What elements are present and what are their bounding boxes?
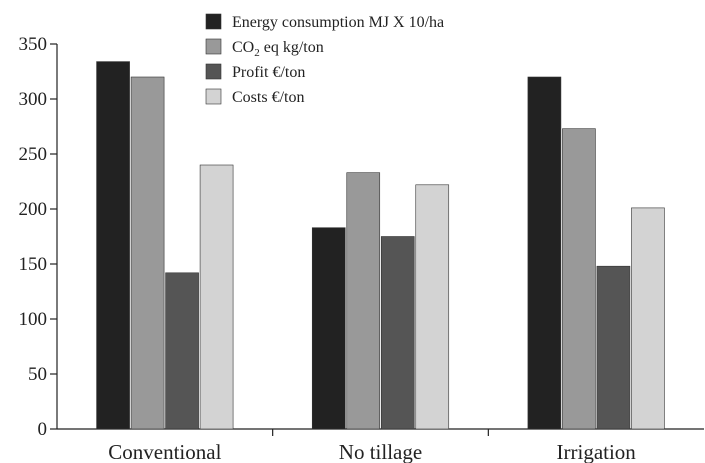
bar [199, 164, 234, 430]
bar [96, 61, 130, 430]
y-tick-label: 200 [19, 199, 48, 220]
legend: Energy consumption MJ X 10/ha CO2 eq kg/t… [205, 13, 444, 106]
axes [56, 44, 704, 430]
legend-label: Costs €/ton [232, 89, 304, 106]
y-tick-label: 0 [38, 419, 48, 440]
bar [380, 236, 415, 430]
x-category-label: No tillage [339, 440, 422, 463]
bar [415, 184, 450, 430]
bar [346, 172, 381, 430]
bar [527, 76, 562, 430]
y-ticks: 0 50 100 150 200 250 300 350 [19, 34, 57, 440]
x-categories: Conventional No tillage Irrigation [108, 429, 636, 463]
legend-label: CO2 eq kg/ton [232, 39, 324, 59]
bar [562, 128, 596, 430]
x-category-label: Conventional [108, 440, 221, 463]
y-tick-label: 350 [19, 34, 48, 55]
bar [165, 272, 199, 430]
legend-swatch [205, 13, 222, 30]
y-tick-label: 250 [19, 144, 48, 165]
y-tick-label: 300 [19, 89, 48, 110]
y-tick-label: 150 [19, 254, 48, 275]
bars [96, 61, 665, 430]
legend-swatch [205, 63, 222, 80]
legend-swatch [205, 88, 222, 105]
legend-label: Profit €/ton [232, 64, 305, 81]
bar [130, 76, 165, 430]
bar [631, 207, 665, 430]
bar [596, 265, 631, 430]
x-category-label: Irrigation [557, 440, 637, 463]
legend-label: Energy consumption MJ X 10/ha [232, 14, 444, 31]
y-tick-label: 100 [19, 309, 48, 330]
bar [311, 227, 346, 430]
legend-swatch [205, 38, 222, 55]
y-tick-label: 50 [28, 364, 47, 385]
